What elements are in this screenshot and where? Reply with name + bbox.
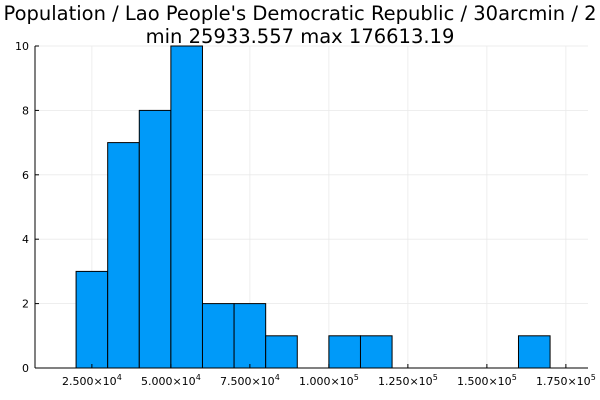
x-tick-label: 1.000×105: [299, 373, 359, 388]
histogram-bar: [107, 142, 140, 369]
y-tick-label: 2: [22, 298, 29, 311]
histogram-bar: [233, 303, 267, 369]
y-tick-label: 4: [22, 233, 29, 246]
y-tick-label: 6: [22, 169, 29, 182]
x-tick-mantissa: 5.000×10: [141, 375, 196, 388]
x-tick-exponent: 5: [433, 373, 438, 382]
x-tick-exponent: 5: [512, 373, 517, 382]
x-tick-label: 1.500×105: [457, 373, 517, 388]
x-tick-label: 1.750×105: [536, 373, 596, 388]
chart-subtitle: min 25933.557 max 176613.19: [145, 25, 455, 48]
histogram-bar: [75, 270, 109, 369]
histogram-bar: [359, 335, 393, 369]
histogram-bar: [138, 109, 172, 369]
y-tick-label: 0: [22, 362, 29, 375]
x-tick-mantissa: 1.000×10: [299, 375, 354, 388]
histogram-bar: [170, 45, 203, 369]
histogram-bar: [328, 335, 361, 369]
x-tick-mantissa: 1.750×10: [536, 375, 591, 388]
y-tick-label: 8: [22, 104, 29, 117]
chart-title: Population / Lao People's Democratic Rep…: [3, 2, 597, 25]
x-tick-label: 2.500×104: [62, 373, 122, 388]
histogram-bar: [265, 335, 298, 369]
x-tick-label: 1.250×105: [378, 373, 438, 388]
x-tick-label: 5.000×104: [141, 373, 201, 388]
histogram-bar: [201, 303, 235, 369]
x-tick-mantissa: 1.250×10: [378, 375, 433, 388]
x-tick-exponent: 4: [117, 373, 122, 382]
x-tick-mantissa: 1.500×10: [457, 375, 512, 388]
histogram-bars: [75, 45, 551, 369]
x-tick-label: 7.500×104: [220, 373, 280, 388]
x-tick-exponent: 4: [196, 373, 201, 382]
chart-title-block: Population / Lao People's Democratic Rep…: [0, 2, 600, 48]
x-tick-exponent: 5: [591, 373, 596, 382]
x-tick-exponent: 5: [354, 373, 359, 382]
axes: [34, 45, 588, 369]
x-tick-mantissa: 7.500×10: [220, 375, 275, 388]
x-tick-mantissa: 2.500×10: [62, 375, 117, 388]
histogram-bar: [517, 335, 551, 369]
y-tick-label: 10: [15, 40, 29, 53]
x-tick-exponent: 4: [275, 373, 280, 382]
